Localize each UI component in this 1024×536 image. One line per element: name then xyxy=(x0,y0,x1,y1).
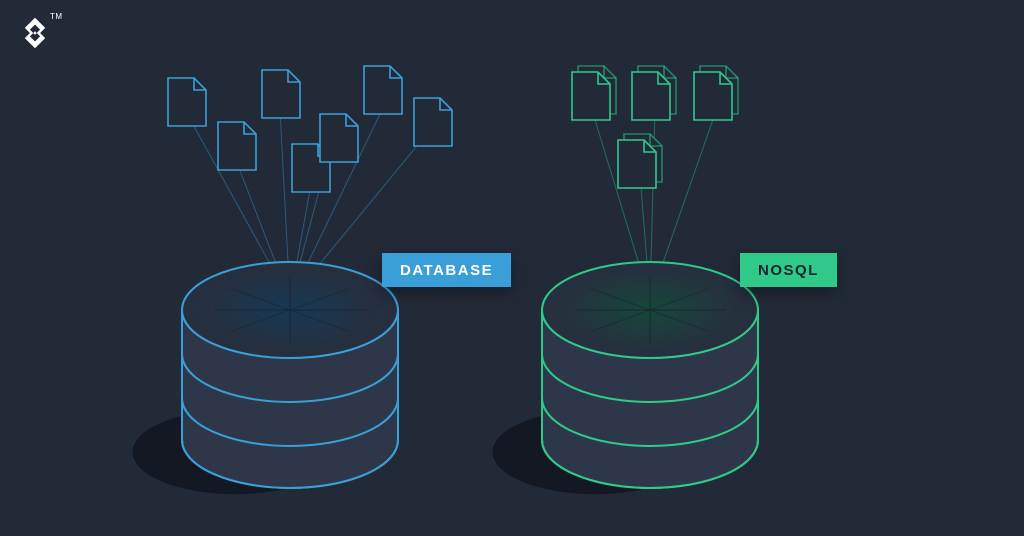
nosql-label-text: NOSQL xyxy=(758,262,819,279)
brand-logo-icon xyxy=(18,16,52,50)
trademark-label: TM xyxy=(50,12,63,21)
nosql-label: NOSQL xyxy=(740,253,837,287)
diagram-stage xyxy=(0,0,1024,536)
database-label: DATABASE xyxy=(382,253,511,287)
database-label-text: DATABASE xyxy=(400,262,493,279)
